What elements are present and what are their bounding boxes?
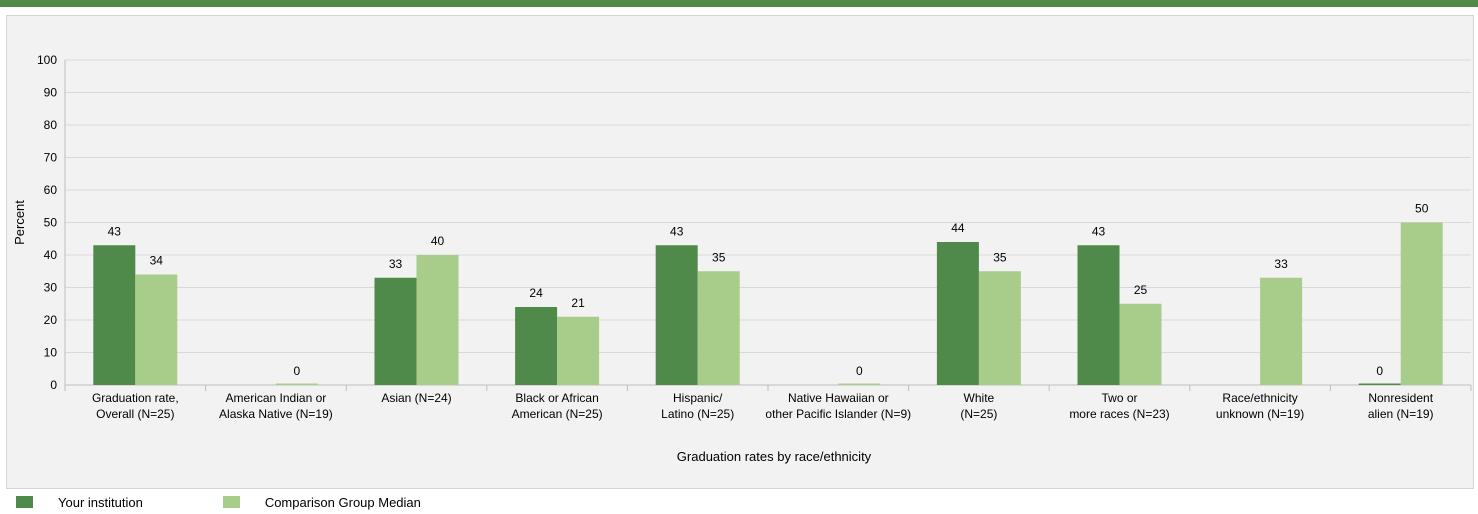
data-label-median: 35 (712, 250, 726, 264)
data-label-institution: 44 (951, 221, 965, 235)
bar-median (135, 274, 178, 385)
data-label-institution: 43 (670, 224, 684, 238)
data-label-median: 21 (571, 296, 585, 310)
chart-panel: 0 10 20 30 40 50 60 70 80 90 100 Percent Graduation … (6, 15, 1474, 489)
legend-item-median: Comparison Group Median (222, 494, 421, 510)
data-label-median: 0 (294, 364, 301, 378)
bar-chart: 0 10 20 30 40 50 60 70 80 90 100 Percent Graduation … (12, 53, 1472, 464)
x-tick-label: Asian (N=24) (381, 391, 451, 405)
bar-median (697, 271, 740, 385)
bar-institution (936, 242, 979, 385)
bar-median (1260, 277, 1303, 385)
legend-swatch-median (222, 496, 240, 508)
data-label-institution: 0 (1376, 364, 1383, 378)
x-tick-label: Hispanic/Latino (N=25) (661, 391, 734, 421)
y-tick-label: 40 (44, 248, 58, 262)
bar-institution (1077, 245, 1120, 385)
data-label-median: 40 (431, 234, 445, 248)
y-tick-label: 100 (37, 53, 57, 67)
y-tick-label: 70 (44, 151, 58, 165)
x-axis-title: Graduation rates by race/ethnicity (677, 449, 872, 464)
bar-median (275, 383, 318, 385)
data-label-median: 34 (150, 254, 164, 268)
bar-median (1400, 222, 1443, 385)
x-tick-label: Nonresident alien (N=19) (1368, 391, 1434, 421)
y-tick-label: 90 (44, 86, 58, 100)
data-label-median: 50 (1415, 202, 1429, 216)
y-tick-label: 80 (44, 118, 58, 132)
data-label-institution: 43 (108, 224, 122, 238)
x-tick-label: American Indian or Alaska Native (N=19) (219, 391, 333, 421)
data-label-institution: 43 (1092, 224, 1106, 238)
bar-median (838, 383, 881, 385)
y-tick-label: 60 (44, 183, 58, 197)
x-tick-label: Native Hawaiian or other Pacific Islander… (765, 391, 911, 421)
bar-median (978, 271, 1021, 385)
y-axis-title: Percent (12, 200, 27, 245)
x-tick-label: Race/ethnicity unknown (N=19) (1216, 391, 1304, 421)
bar-institution (93, 245, 136, 385)
y-tick-label: 30 (44, 281, 58, 295)
bar-median (1119, 303, 1162, 385)
bar-institution (515, 307, 558, 385)
data-label-median: 25 (1134, 283, 1148, 297)
y-tick-label: 10 (44, 346, 58, 360)
legend-label-institution: Your institution (58, 494, 143, 510)
x-tick-label: White (N=25) (960, 391, 997, 421)
legend-item-institution: Your institution (16, 495, 143, 510)
bar-median (416, 255, 459, 385)
y-tick-label: 50 (44, 216, 58, 230)
chart-legend: Your institution Comparison Group Median (16, 493, 501, 511)
header-accent-bar (0, 0, 1478, 7)
x-tick-label: Graduation rate, Overall (N=25) (92, 391, 179, 421)
y-tick-label: 20 (44, 313, 58, 327)
bar-institution (655, 245, 698, 385)
data-label-median: 35 (993, 250, 1007, 264)
legend-label-median: Comparison Group Median (264, 494, 421, 510)
bar-institution (1358, 383, 1401, 385)
x-tick-label: Black or African American (N=25) (512, 391, 603, 421)
data-label-institution: 33 (389, 257, 403, 271)
legend-swatch-institution (16, 496, 33, 508)
bar-median (557, 316, 600, 385)
data-label-institution: 24 (529, 286, 543, 300)
data-label-median: 33 (1274, 257, 1288, 271)
x-tick-label: Two or more races (N=23) (1069, 391, 1169, 421)
data-label-median: 0 (856, 364, 863, 378)
bar-institution (374, 277, 417, 385)
y-tick-label: 0 (50, 378, 57, 392)
